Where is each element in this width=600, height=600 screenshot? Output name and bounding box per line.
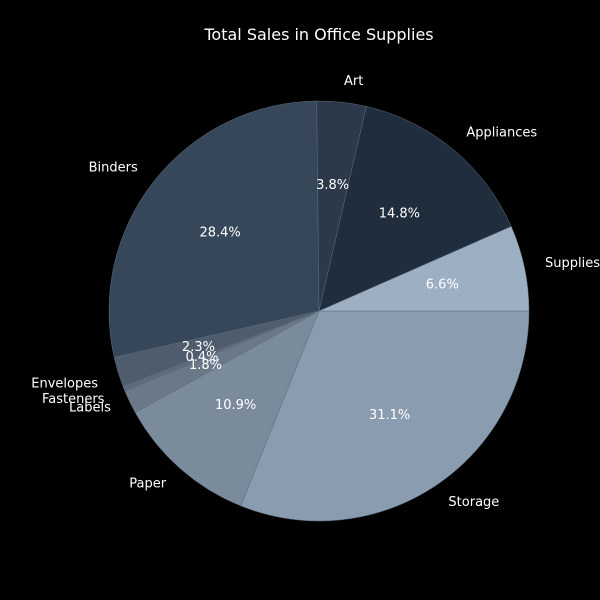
- slice-label-supplies: Supplies: [545, 256, 600, 271]
- slice-label-envelopes: Envelopes: [31, 377, 98, 392]
- percent-label-supplies: 6.6%: [426, 278, 459, 293]
- percent-label-envelopes: 2.3%: [182, 340, 215, 355]
- slice-label-art: Art: [344, 74, 363, 89]
- slices-group: [108, 100, 530, 522]
- pie-slice-appliances: [318, 106, 512, 312]
- chart-title: Total Sales in Office Supplies: [203, 25, 433, 44]
- percent-label-storage: 31.1%: [369, 408, 410, 423]
- percent-label-binders: 28.4%: [199, 225, 240, 240]
- slice-label-paper: Paper: [129, 477, 166, 492]
- percent-label-fasteners: 0.4%: [185, 350, 218, 365]
- pie-slice-paper: [134, 310, 320, 507]
- pie-slice-storage: [240, 310, 530, 522]
- slice-label-fasteners: Fasteners: [42, 392, 105, 407]
- pie-slice-supplies: [318, 226, 530, 312]
- percent-label-paper: 10.9%: [215, 398, 256, 413]
- slice-label-binders: Binders: [89, 160, 138, 175]
- slice-label-storage: Storage: [448, 495, 499, 510]
- slice-label-labels: Labels: [69, 401, 111, 416]
- percent-label-appliances: 14.8%: [379, 206, 420, 221]
- percent-label-labels: 1.8%: [189, 358, 222, 373]
- pie-slice-binders: [108, 100, 320, 358]
- percent-labels-group: 31.1% 10.9% 1.8%0.4%2.3% 28.4% 3.8% 14.8% 6.6%: [182, 178, 459, 423]
- percent-label-art: 3.8%: [316, 178, 349, 193]
- slice-label-appliances: Appliances: [466, 126, 537, 141]
